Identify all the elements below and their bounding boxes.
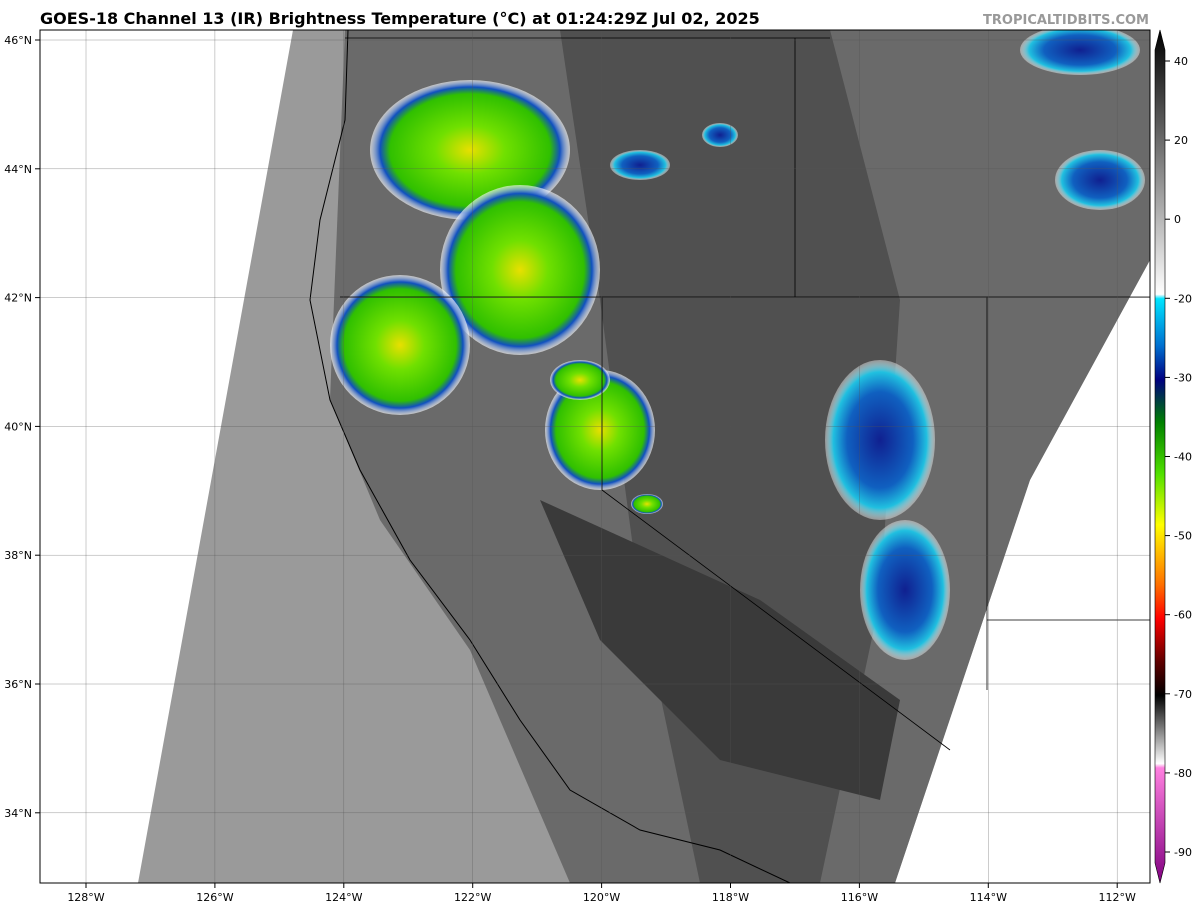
storm xyxy=(550,360,610,400)
colorbar xyxy=(1154,29,1166,884)
colorbar-label: -40 xyxy=(1174,451,1192,464)
latitude-label: 46°N xyxy=(4,34,32,47)
storm xyxy=(860,520,950,660)
storm xyxy=(545,370,655,490)
latitude-label: 40°N xyxy=(4,420,32,433)
colorbar-label: 40 xyxy=(1174,55,1188,68)
colorbar-label: -70 xyxy=(1174,688,1192,701)
borders xyxy=(340,37,1150,751)
colorbar-label: -20 xyxy=(1174,292,1192,305)
latitude-label: 38°N xyxy=(4,549,32,562)
watermark: TROPICALTIDBITS.COM xyxy=(983,13,1149,28)
longitude-label: 126°W xyxy=(196,891,233,904)
colorbar-label: -60 xyxy=(1174,609,1192,622)
storm xyxy=(702,123,738,147)
colorbar-label: -30 xyxy=(1174,371,1192,384)
storm xyxy=(1020,30,1140,75)
title: GOES-18 Channel 13 (IR) Brightness Tempe… xyxy=(40,9,760,28)
map-frame xyxy=(39,29,1151,884)
colorbar-label: -50 xyxy=(1174,530,1192,543)
storm xyxy=(330,275,470,415)
longitude-label: 112°W xyxy=(1099,891,1136,904)
storm xyxy=(610,150,670,180)
imagery xyxy=(40,30,1150,883)
latitude-label: 36°N xyxy=(4,678,32,691)
longitude-label: 118°W xyxy=(712,891,749,904)
latitude-label: 44°N xyxy=(4,163,32,176)
colorbar-label: -80 xyxy=(1174,767,1192,780)
longitude-label: 120°W xyxy=(583,891,620,904)
colorbar-label: 0 xyxy=(1174,213,1181,226)
storm xyxy=(631,494,663,514)
coastline xyxy=(309,30,791,883)
longitude-label: 128°W xyxy=(67,891,104,904)
graticule xyxy=(35,30,1150,888)
storm xyxy=(1055,150,1145,210)
storm xyxy=(825,360,935,520)
colorbar-label: 20 xyxy=(1174,134,1188,147)
storm xyxy=(440,185,600,355)
longitude-label: 124°W xyxy=(325,891,362,904)
colorbar-label: -90 xyxy=(1174,846,1192,859)
longitude-label: 122°W xyxy=(454,891,491,904)
latitude-label: 34°N xyxy=(4,807,32,820)
longitude-label: 116°W xyxy=(841,891,878,904)
desert-dark xyxy=(540,500,900,800)
latitude-label: 42°N xyxy=(4,292,32,305)
longitude-label: 114°W xyxy=(970,891,1007,904)
